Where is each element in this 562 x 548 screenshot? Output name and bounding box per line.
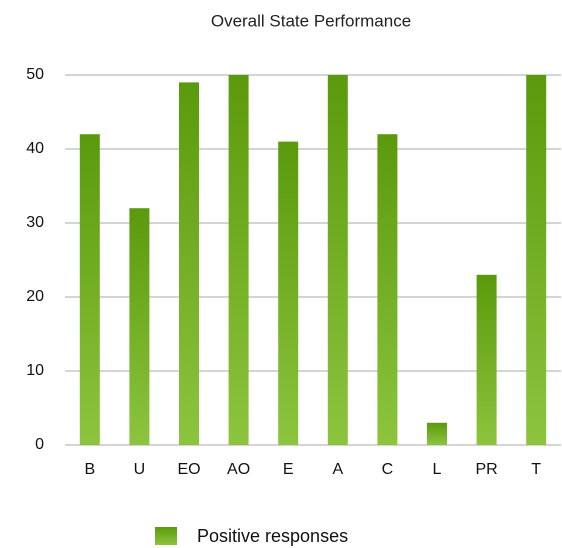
- x-tick-label: B: [84, 461, 95, 478]
- y-tick-label: 30: [26, 214, 44, 231]
- x-tick-label: A: [332, 461, 343, 478]
- x-tick-label: U: [134, 461, 146, 478]
- bar: [179, 82, 199, 446]
- bar: [526, 75, 547, 445]
- legend-swatch: [155, 527, 177, 545]
- y-tick-label: 0: [35, 436, 44, 453]
- x-tick-label: L: [433, 461, 442, 478]
- x-tick-label: PR: [475, 461, 497, 478]
- y-tick-label: 40: [26, 140, 44, 157]
- bar: [228, 75, 249, 445]
- bar: [476, 274, 497, 445]
- y-tick-label: 20: [26, 288, 44, 305]
- x-tick-label: T: [531, 461, 541, 478]
- x-tick-label: C: [382, 461, 394, 478]
- x-tick-label: E: [283, 461, 294, 478]
- y-tick-label: 10: [26, 362, 44, 379]
- bar: [427, 422, 447, 445]
- x-tick-label: EO: [177, 461, 200, 478]
- chart-title: Overall State Performance: [211, 11, 411, 30]
- bar: [278, 141, 299, 445]
- bar: [79, 134, 100, 445]
- bar: [377, 134, 398, 445]
- y-tick-label: 50: [26, 66, 44, 83]
- bar: [129, 208, 150, 445]
- bar: [327, 75, 348, 445]
- x-tick-label: AO: [227, 461, 250, 478]
- legend-label: Positive responses: [197, 526, 348, 546]
